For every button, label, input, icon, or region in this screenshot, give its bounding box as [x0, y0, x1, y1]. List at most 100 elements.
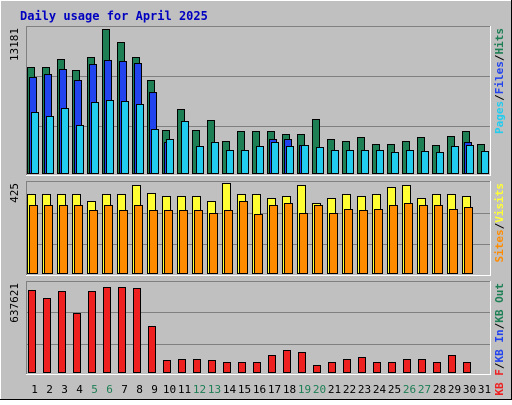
bar-sites-day-undefined [449, 209, 458, 274]
panel-visits-sites: 425 Sites/Visits [8, 181, 506, 276]
bar-pages-day-8 [136, 104, 144, 174]
legend-item-pages: Pages [493, 101, 506, 134]
bar-sites-day-undefined [434, 205, 443, 274]
bar-sites-day-undefined [179, 210, 188, 274]
x-tick-label-day-28: 28 [433, 383, 446, 396]
bar-kb-f-day-undefined [43, 298, 51, 373]
bar-sites-day-undefined [194, 210, 203, 274]
bar-kb-f-day-undefined [193, 359, 201, 373]
x-tick-label-day-12: 12 [193, 383, 206, 396]
bar-pages-day-27 [421, 151, 429, 174]
x-tick-label-day-24: 24 [373, 383, 387, 396]
bar-sites-day-undefined [104, 205, 113, 274]
bar-kb-f-day-undefined [358, 357, 366, 373]
legend-item-hits: Hits [493, 28, 506, 55]
bar-sites-day-undefined [164, 210, 173, 274]
x-tick-label-day-17: 17 [268, 383, 281, 396]
bar-pages-day-23 [361, 150, 369, 174]
bar-sites-day-undefined [44, 205, 53, 274]
bar-sites-day-undefined [464, 207, 473, 274]
x-tick-label-day-14: 14 [223, 383, 237, 396]
bar-sites-day-undefined [239, 201, 248, 274]
bar-pages-day-28 [436, 152, 444, 174]
bar-pages-day-10 [166, 139, 174, 174]
x-tick-label-day-10: 10 [163, 383, 176, 396]
bar-kb-f-day-undefined [268, 355, 276, 373]
bar-sites-day-undefined [29, 205, 38, 274]
bar-sites-day-undefined [59, 205, 68, 274]
bar-kb-f-day-undefined [298, 352, 306, 373]
x-tick-label-day-21: 21 [328, 383, 341, 396]
legend-item-kb-out: KB Out [493, 283, 506, 323]
bar-sites-day-undefined [374, 209, 383, 274]
bar-pages-day-9 [151, 129, 159, 174]
legend-item-kb-f: KB F [493, 369, 506, 396]
x-tick-label-day-22: 22 [343, 383, 356, 396]
bar-pages-day-20 [316, 147, 324, 174]
bar-kb-f-day-undefined [28, 290, 36, 373]
bar-pages-day-11 [181, 121, 189, 174]
bar-pages-day-5 [91, 102, 99, 174]
x-tick-label-day-8: 8 [136, 383, 143, 396]
bar-pages-day-17 [271, 142, 279, 174]
bar-kb-f-day-undefined [328, 362, 336, 373]
x-tick-label-day-5: 5 [91, 383, 98, 396]
bar-sites-day-undefined [209, 213, 218, 274]
bar-kb-f-day-undefined [73, 313, 81, 373]
x-tick-label-day-31: 31 [478, 383, 491, 396]
bar-kb-f-day-undefined [253, 362, 261, 373]
x-tick-label-day-29: 29 [448, 383, 461, 396]
legend: Pages/Files/Hits [493, 28, 506, 134]
bar-kb-f-day-undefined [418, 359, 426, 373]
bar-kb-f-day-undefined [313, 365, 321, 373]
bar-kb-f-day-undefined [148, 326, 156, 373]
bar-sites-day-undefined [89, 210, 98, 274]
x-tick-label-day-19: 19 [298, 383, 311, 396]
bar-pages-day-13 [211, 142, 219, 174]
x-tick-label-day-26: 26 [403, 383, 416, 396]
x-axis-labels: 1 2 3 4 5 6 7 8 9 10 11 12 13 14 15 16 17 18 19 20 21 22 23 24 2… [31, 383, 491, 396]
y-axis-max-label: 13181 [8, 28, 21, 61]
panel-hits-files-pages: 13181 Pages/Files/Hits [8, 26, 506, 176]
bar-kb-f-day-undefined [463, 362, 471, 373]
bar-sites-day-undefined [74, 205, 83, 274]
bar-pages-day-14 [226, 150, 234, 174]
legend-item-kb-in: KB In [493, 329, 506, 362]
bar-kb-f-day-undefined [403, 359, 411, 373]
bar-pages-day-7 [121, 101, 129, 174]
bar-sites-day-undefined [389, 205, 398, 274]
legend-separator: / [493, 222, 506, 229]
legend-item-visits: Visits [493, 183, 506, 223]
bar-kb-f-day-undefined [88, 291, 96, 373]
bar-pages-day-12 [196, 146, 204, 174]
bar-kb-f-day-undefined [133, 288, 141, 373]
bar-pages-day-18 [286, 146, 294, 174]
legend-separator: / [493, 322, 506, 329]
x-tick-label-day-13: 13 [208, 383, 221, 396]
bar-pages-day-24 [376, 150, 384, 174]
x-tick-label-day-11: 11 [178, 383, 191, 396]
bar-kb-f-day-undefined [343, 359, 351, 373]
bar-kb-f-day-undefined [118, 287, 126, 373]
bar-pages-day-25 [391, 152, 399, 174]
bar-kb-f-day-undefined [103, 287, 111, 373]
bar-sites-day-undefined [119, 210, 128, 274]
bar-pages-day-31 [481, 151, 489, 174]
bar-pages-day-26 [406, 150, 414, 174]
x-tick-label-day-30: 30 [463, 383, 476, 396]
bar-sites-day-undefined [254, 214, 263, 274]
x-tick-label-day-15: 15 [238, 383, 251, 396]
bar-kb-f-day-undefined [208, 360, 216, 373]
legend-item-files: Files [493, 61, 506, 94]
legend: Sites/Visits [493, 183, 506, 263]
bar-pages-day-30 [466, 145, 474, 174]
bar-pages-day-16 [256, 146, 264, 174]
x-tick-label-day-25: 25 [388, 383, 401, 396]
x-tick-label-day-3: 3 [61, 383, 68, 396]
bar-sites-day-undefined [344, 209, 353, 274]
bar-sites-day-undefined [269, 205, 278, 274]
bar-sites-day-undefined [149, 210, 158, 274]
